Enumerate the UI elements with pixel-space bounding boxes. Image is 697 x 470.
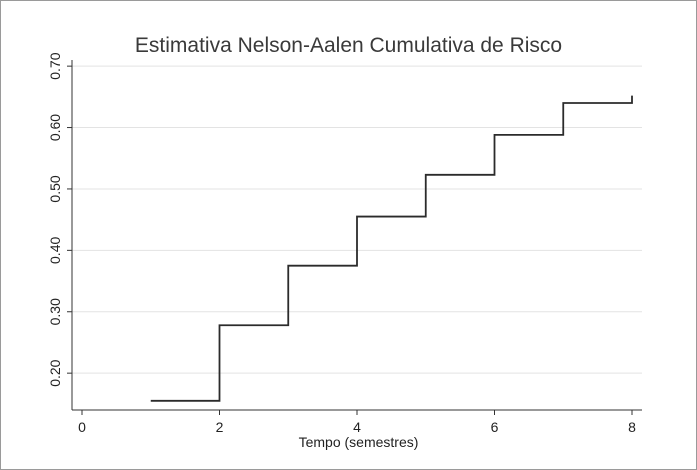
y-tick-label: 0.50 — [47, 175, 63, 202]
x-tick-label: 2 — [216, 419, 224, 435]
step-line-series — [150, 95, 633, 402]
x-tick-label: 0 — [78, 419, 86, 435]
y-tick-label: 0.70 — [47, 52, 63, 79]
y-tick-label: 0.20 — [47, 359, 63, 386]
x-tick-label: 6 — [491, 419, 499, 435]
x-tick-label: 4 — [353, 419, 361, 435]
x-axis-label: Tempo (semestres) — [298, 434, 419, 450]
x-tick-label: 8 — [628, 419, 636, 435]
chart-title: Estimativa Nelson-Aalen Cumulativa de Ri… — [134, 34, 563, 57]
y-tick-label: 0.40 — [47, 237, 63, 264]
y-tick-label: 0.30 — [47, 298, 63, 325]
y-tick-label: 0.60 — [47, 114, 63, 141]
